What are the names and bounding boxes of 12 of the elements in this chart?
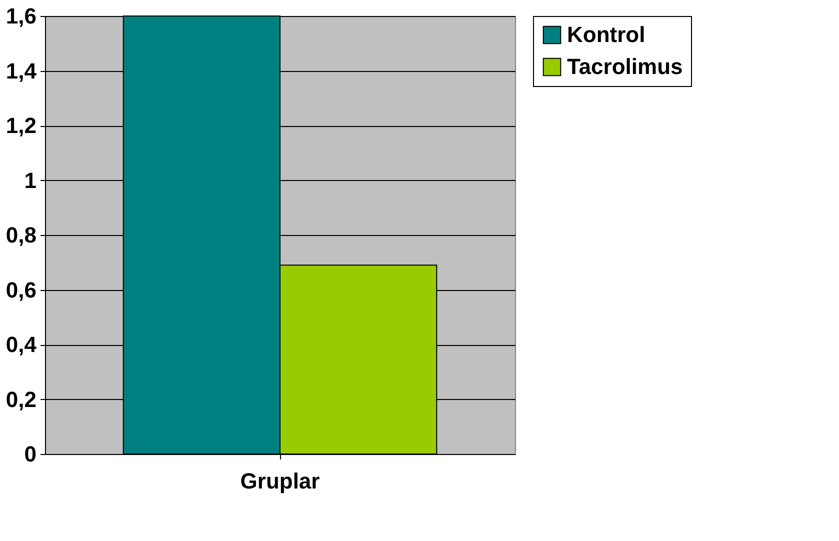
y-tick-label: 0,4	[6, 332, 38, 357]
y-tick-label: 0	[24, 442, 36, 466]
y-tick-label: 1	[24, 168, 36, 193]
legend-label: Tacrolimus	[567, 54, 683, 79]
y-tick-label: 1,4	[6, 58, 38, 84]
y-tick-label: 1,6	[6, 4, 36, 28]
y-tick-label: 1,2	[6, 113, 36, 138]
y-tick-label: 0,8	[6, 222, 36, 248]
legend-label: Kontrol	[567, 22, 646, 47]
y-tick-label: 0,6	[6, 277, 36, 302]
y-tick-label: 0,2	[6, 386, 36, 412]
x-tick-label: Gruplar	[240, 468, 320, 494]
